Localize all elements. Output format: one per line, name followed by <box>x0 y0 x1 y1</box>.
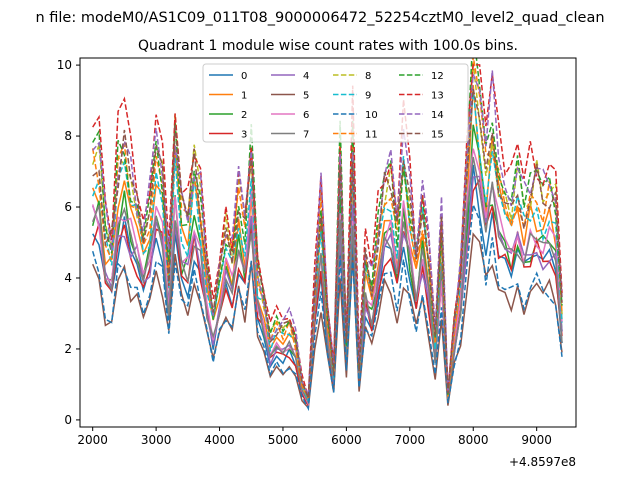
series-13-line <box>92 64 563 398</box>
x-tick-label: 6000 <box>331 433 362 447</box>
series-11-line <box>91 58 563 401</box>
legend-label-1: 1 <box>241 91 247 102</box>
y-axis: 0 2 4 6 8 10 <box>57 58 80 427</box>
legend-label-6: 6 <box>303 110 309 121</box>
x-tick-label: 4000 <box>204 433 235 447</box>
x-tick-label: 7000 <box>395 433 426 447</box>
legend-label-3: 3 <box>241 130 247 141</box>
legend-label-7: 7 <box>303 130 309 141</box>
legend-label-10: 10 <box>365 110 378 121</box>
legend-label-4: 4 <box>303 71 309 82</box>
y-tick-label: 2 <box>64 342 72 356</box>
x-tick-label: 5000 <box>268 433 299 447</box>
figure-suptitle: n file: modeM0/AS1C09_011T08_9000006472_… <box>35 10 604 26</box>
series-layer <box>91 58 563 412</box>
chart-title: Quadrant 1 module wise count rates with … <box>138 38 518 54</box>
series-7-line <box>91 156 563 406</box>
series-15-line <box>92 88 563 399</box>
legend-label-13: 13 <box>431 91 444 102</box>
x-tick-label: 9000 <box>521 433 552 447</box>
y-tick-label: 10 <box>57 58 72 72</box>
x-offset-label: +4.8597e8 <box>509 455 576 469</box>
legend-label-11: 11 <box>365 130 378 141</box>
x-axis: 2000 3000 4000 5000 6000 7000 8000 9000 <box>77 427 552 447</box>
y-tick-label: 4 <box>64 271 72 285</box>
x-tick-label: 3000 <box>141 433 172 447</box>
legend-label-8: 8 <box>365 71 371 82</box>
legend-label-15: 15 <box>431 130 444 141</box>
legend-label-9: 9 <box>365 91 371 102</box>
y-tick-label: 0 <box>64 413 72 427</box>
legend-label-12: 12 <box>431 71 444 82</box>
legend-label-14: 14 <box>431 110 444 121</box>
x-tick-label: 2000 <box>77 433 108 447</box>
series-10-line <box>91 204 563 412</box>
y-tick-label: 6 <box>64 200 72 214</box>
legend-label-5: 5 <box>303 91 309 102</box>
legend-box <box>202 63 469 143</box>
legend-label-0: 0 <box>241 71 247 82</box>
y-tick-label: 8 <box>64 129 72 143</box>
plot-frame <box>79 57 577 428</box>
series-12-line <box>92 58 563 399</box>
legend-label-2: 2 <box>241 110 247 121</box>
x-tick-label: 8000 <box>458 433 489 447</box>
